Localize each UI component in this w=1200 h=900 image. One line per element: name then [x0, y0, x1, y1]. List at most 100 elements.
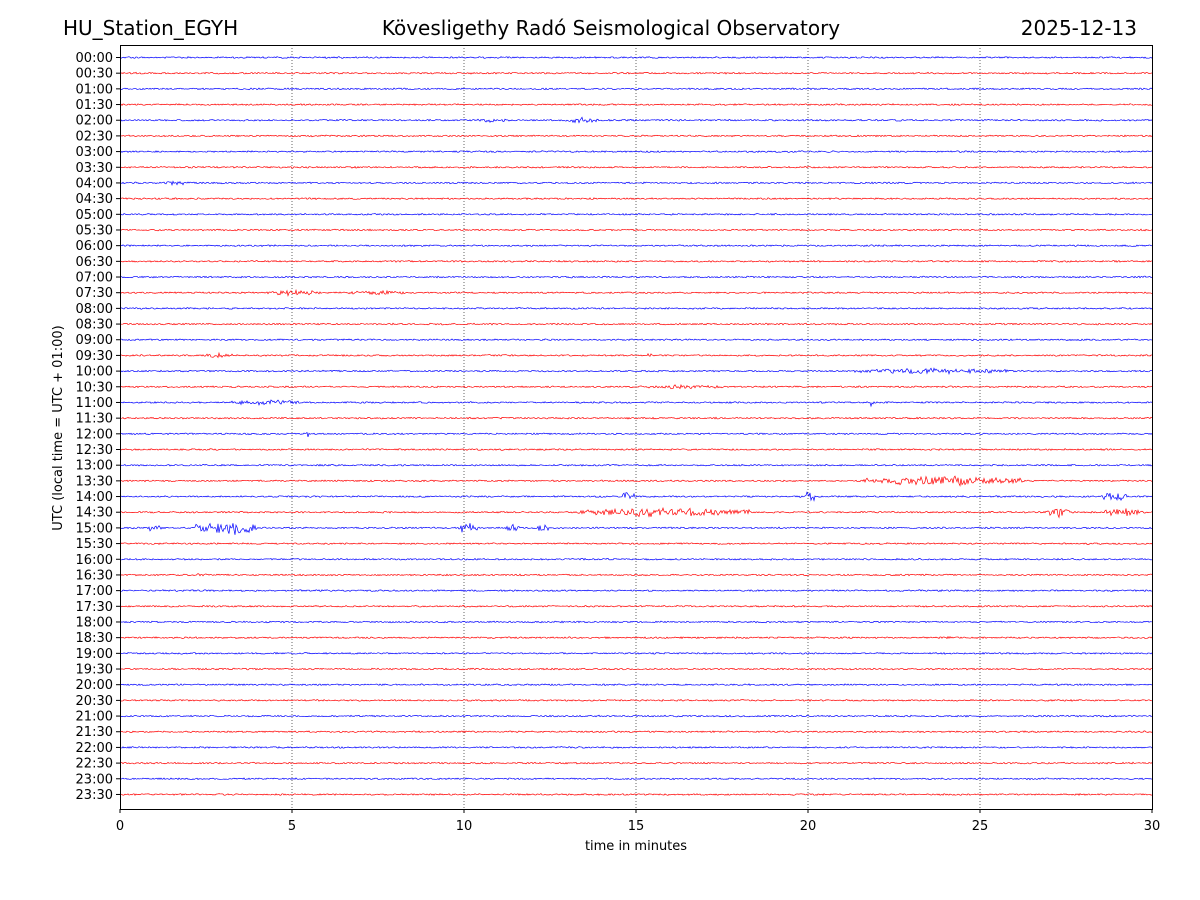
trace-0500	[119, 212, 1153, 216]
y-tick-label: 15:30	[76, 537, 113, 552]
y-tick-label: 14:30	[76, 506, 113, 521]
y-tick-label: 10:30	[76, 380, 113, 395]
y-tick-label: 03:30	[76, 161, 113, 176]
y-tick-label: 02:00	[76, 114, 113, 129]
y-tick-label: 22:30	[76, 757, 113, 772]
trace-0100	[119, 87, 1153, 91]
trace-0400	[119, 180, 1153, 187]
y-tick-label: 00:00	[76, 51, 113, 66]
trace-0530	[119, 228, 1153, 232]
x-tick-label: 15	[628, 819, 645, 834]
trace-2230	[119, 761, 1153, 765]
trace-0430	[119, 197, 1153, 201]
station-name: HU_Station_EGYH	[63, 16, 239, 40]
trace-1800	[119, 620, 1153, 624]
trace-1430	[119, 506, 1153, 519]
trace-0800	[119, 306, 1153, 310]
trace-0600	[119, 244, 1153, 248]
trace-0330	[119, 165, 1153, 169]
x-axis-label: time in minutes	[585, 839, 687, 854]
gridlines	[291, 45, 981, 809]
chart-date: 2025-12-13	[1020, 16, 1137, 40]
trace-1900	[119, 651, 1153, 655]
y-tick-label: 00:30	[76, 67, 113, 82]
y-tick-label: 19:30	[76, 663, 113, 678]
y-tick-label: 13:30	[76, 474, 113, 489]
y-tick-label: 22:00	[76, 741, 113, 756]
x-tick-label: 25	[972, 819, 989, 834]
trace-0730	[119, 288, 1153, 297]
trace-0000	[119, 56, 1153, 59]
trace-0930	[119, 351, 1153, 359]
y-tick-label: 07:00	[76, 271, 113, 286]
y-tick-label: 20:30	[76, 694, 113, 709]
y-tick-label: 19:00	[76, 647, 113, 662]
trace-1600	[119, 557, 1153, 561]
trace-1100	[119, 399, 1153, 408]
trace-1200	[119, 431, 1153, 437]
trace-2100	[119, 714, 1153, 718]
y-tick-label: 20:00	[76, 678, 113, 693]
y-tick-label: 06:30	[76, 255, 113, 270]
trace-0130	[119, 103, 1153, 106]
y-tick-label: 13:00	[76, 459, 113, 474]
y-tick-label: 04:30	[76, 192, 113, 207]
x-tick-label: 20	[800, 819, 817, 834]
trace-1300	[119, 463, 1153, 467]
y-tick-label: 11:00	[76, 396, 113, 411]
x-tick-label: 30	[1144, 819, 1161, 834]
trace-1930	[119, 667, 1153, 671]
y-tick-label: 23:30	[76, 788, 113, 803]
trace-2000	[119, 683, 1153, 687]
y-tick-label: 08:30	[76, 318, 113, 333]
trace-2300	[119, 777, 1153, 781]
y-axis-label: UTC (local time = UTC + 01:00)	[51, 325, 66, 530]
y-tick-label: 21:30	[76, 725, 113, 740]
plot-frame	[120, 45, 1153, 810]
y-tick-label: 16:30	[76, 568, 113, 583]
y-tick-label: 02:30	[76, 129, 113, 144]
y-tick-label: 03:00	[76, 145, 113, 160]
y-tick-label: 12:00	[76, 427, 113, 442]
y-tick-label: 05:00	[76, 208, 113, 223]
trace-0030	[119, 71, 1153, 75]
trace-1330	[119, 475, 1153, 487]
y-tick-label: 18:30	[76, 631, 113, 646]
trace-0230	[119, 134, 1153, 138]
y-tick-label: 05:30	[76, 223, 113, 238]
trace-1030	[119, 384, 1153, 390]
y-axis-ticks: 00:0000:3001:0001:3002:0002:3003:0003:30…	[76, 51, 120, 803]
y-tick-label: 14:00	[76, 490, 113, 505]
trace-2200	[119, 746, 1153, 749]
trace-0630	[119, 259, 1153, 263]
y-tick-label: 10:00	[76, 365, 113, 380]
y-tick-label: 01:30	[76, 98, 113, 113]
trace-1530	[119, 542, 1153, 546]
y-tick-label: 17:30	[76, 600, 113, 615]
trace-0300	[119, 150, 1153, 153]
y-tick-label: 18:00	[76, 615, 113, 630]
trace-2130	[119, 730, 1153, 734]
trace-1000	[119, 367, 1153, 376]
trace-1400	[119, 491, 1153, 502]
y-tick-label: 06:00	[76, 239, 113, 254]
chart-title: Kövesligethy Radó Seismological Observat…	[381, 16, 841, 40]
trace-1700	[119, 589, 1153, 593]
y-tick-label: 15:00	[76, 521, 113, 536]
trace-1730	[119, 604, 1153, 608]
trace-1230	[119, 448, 1153, 451]
x-axis-ticks: 0 5 10 15 20 25 30	[116, 809, 1160, 834]
trace-2030	[119, 699, 1153, 702]
y-tick-label: 16:00	[76, 553, 113, 568]
y-tick-label: 08:00	[76, 302, 113, 317]
y-tick-label: 09:00	[76, 333, 113, 348]
y-tick-label: 04:00	[76, 176, 113, 191]
y-tick-label: 12:30	[76, 443, 113, 458]
trace-0200	[119, 116, 1153, 124]
trace-1130	[119, 416, 1153, 420]
trace-1830	[119, 635, 1153, 640]
x-tick-label: 5	[288, 819, 296, 834]
trace-0700	[119, 275, 1153, 279]
y-tick-label: 23:00	[76, 772, 113, 787]
